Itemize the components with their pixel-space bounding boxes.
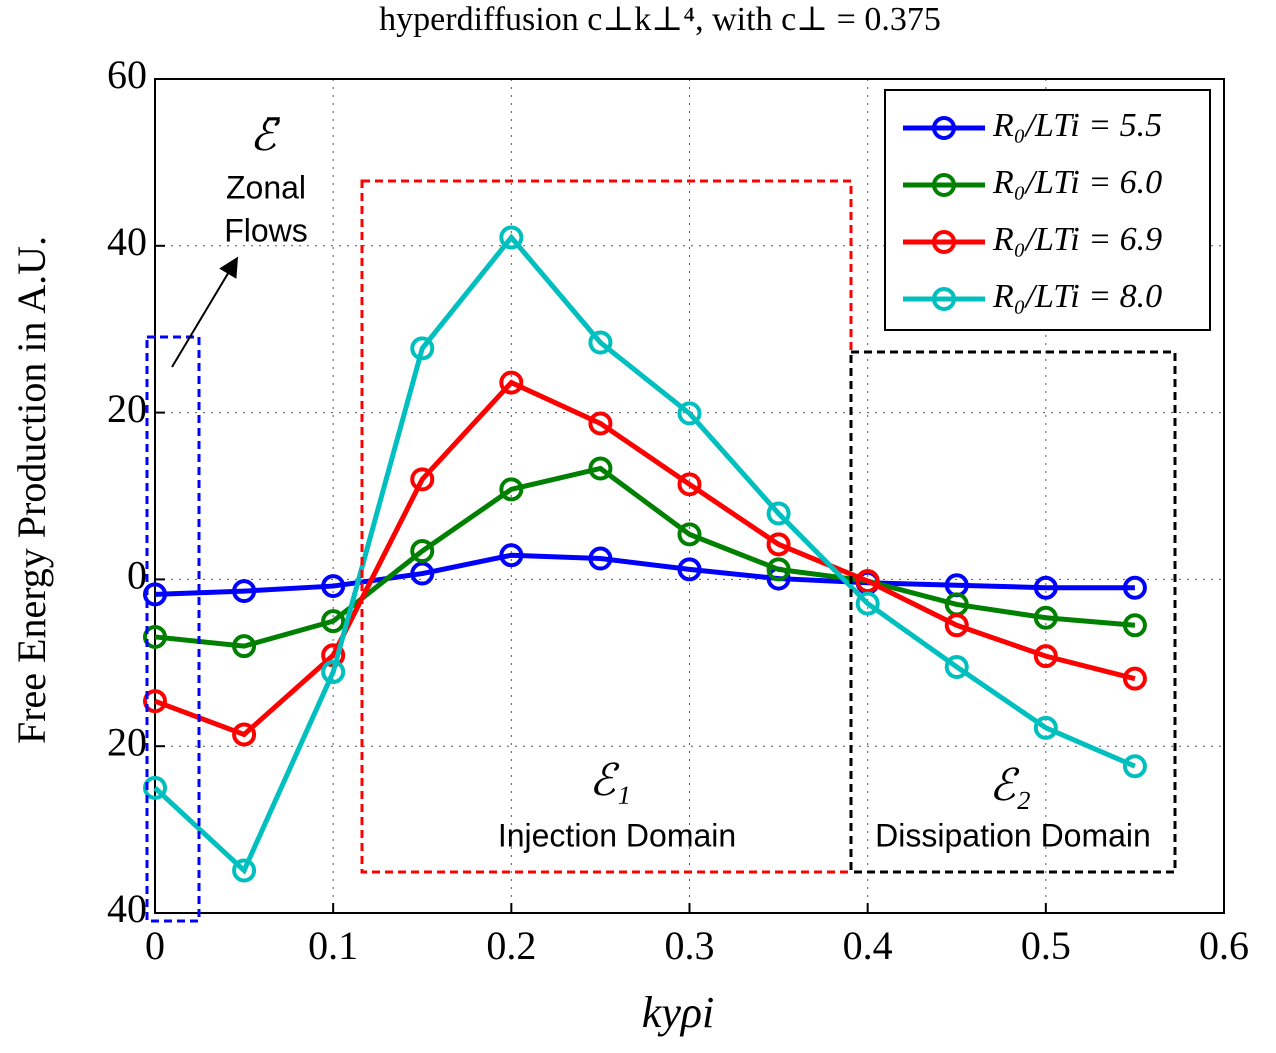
data-point <box>410 561 435 586</box>
data-point <box>321 574 346 599</box>
legend-marker <box>932 287 956 311</box>
x-tick-label: 0.5 <box>1021 923 1071 968</box>
legend-label: R₀/LTi = 5.5 <box>992 107 1162 144</box>
data-point <box>499 370 524 395</box>
data-point <box>677 472 702 497</box>
plot-frame <box>154 78 1225 914</box>
y-tick-label: 60 <box>107 52 147 97</box>
data-point <box>1033 715 1058 740</box>
series-line <box>154 552 1135 597</box>
data-point <box>232 579 257 604</box>
data-point <box>588 330 613 355</box>
y-tick-label: 20 <box>107 719 147 764</box>
data-point <box>232 634 257 659</box>
y-tick-label: 20 <box>107 386 147 431</box>
data-point <box>855 569 880 594</box>
data-point <box>321 609 346 634</box>
data-point <box>588 411 613 436</box>
data-point <box>766 501 791 526</box>
data-point <box>143 582 167 607</box>
data-point <box>766 557 791 582</box>
legend-marker <box>932 116 956 140</box>
legend-marker <box>932 173 956 197</box>
zonal-box <box>145 335 201 923</box>
data-point <box>944 654 969 679</box>
data-point <box>143 624 167 649</box>
data-point <box>410 467 435 492</box>
data-point <box>499 225 524 250</box>
data-point <box>1033 575 1058 600</box>
legend-marker <box>932 230 956 254</box>
annotation: ℰ₁ <box>589 756 631 805</box>
data-point <box>499 543 524 568</box>
annotation: Dissipation Domain <box>875 817 1151 853</box>
x-tick-label: 0.1 <box>308 923 358 968</box>
data-point <box>1122 613 1147 638</box>
data-point <box>1033 605 1058 630</box>
y-tick-label: 40 <box>107 886 147 931</box>
data-point <box>588 456 613 481</box>
dissipation-box <box>849 350 1177 874</box>
x-tick-label: 0 <box>145 923 165 968</box>
annotation: Zonal <box>226 169 306 205</box>
annotation: Injection Domain <box>498 817 736 853</box>
data-point <box>143 689 167 714</box>
y-tick-label: 40 <box>107 219 147 264</box>
legend-label: R₀/LTi = 6.9 <box>992 221 1162 258</box>
data-point <box>1122 754 1147 779</box>
series-line <box>153 233 1136 875</box>
data-point <box>855 591 880 616</box>
x-tick-label: 0.6 <box>1199 923 1249 968</box>
data-point <box>944 613 969 638</box>
annotation: Flows <box>224 212 308 248</box>
data-point <box>677 401 702 426</box>
y-tick-label: 0 <box>127 553 147 598</box>
legend-label: R₀/LTi = 6.0 <box>992 164 1162 201</box>
data-point <box>410 539 435 564</box>
series-group <box>143 225 1147 883</box>
series-line <box>154 379 1136 738</box>
annotation: ℰ̄ <box>250 111 281 160</box>
data-point <box>766 532 791 557</box>
data-point <box>232 858 257 883</box>
data-point <box>232 722 257 747</box>
data-point <box>677 522 702 547</box>
x-tick-label: 0.3 <box>665 923 715 968</box>
data-point <box>321 659 346 684</box>
data-point <box>410 336 435 361</box>
data-point <box>588 546 613 571</box>
series-line <box>154 465 1136 649</box>
annotation: ℰ₂ <box>989 761 1031 810</box>
arrow <box>171 256 239 368</box>
legend-label: R₀/LTi = 8.0 <box>992 278 1162 315</box>
x-tick-label: 0.2 <box>486 923 536 968</box>
chart-title: hyperdiffusion c⊥k⊥⁴, with c⊥ = 0.375 <box>379 1 941 38</box>
data-point <box>677 557 702 582</box>
x-tick-label: 0.4 <box>843 923 893 968</box>
data-point <box>499 477 524 502</box>
data-point <box>1122 666 1147 691</box>
data-point <box>1033 644 1058 669</box>
data-point <box>143 775 167 800</box>
legend: R₀/LTi = 5.5 R₀/LTi = 6.0 R₀/LTi = 6.9 R₀/L… <box>884 89 1211 331</box>
y-axis-label: Free Energy Production in A.U. <box>9 236 54 744</box>
data-point <box>1122 575 1147 600</box>
x-axis-label: kyρi <box>642 988 714 1037</box>
